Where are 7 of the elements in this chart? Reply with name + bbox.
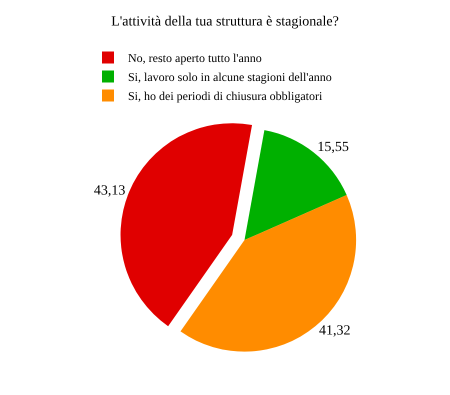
legend-label: Si, ho dei periodi di chiusura obbligatori [128,89,323,104]
data-label: 43,13 [94,183,126,198]
legend-label: No, resto aperto tutto l'anno [128,51,262,66]
chart-title: L'attività della tua struttura è stagionale? [111,14,339,30]
legend-label: Si, lavoro solo in alcune stagioni dell'anno [128,70,332,84]
data-label: 15,55 [317,140,349,156]
data-label: 41,32 [319,323,351,338]
